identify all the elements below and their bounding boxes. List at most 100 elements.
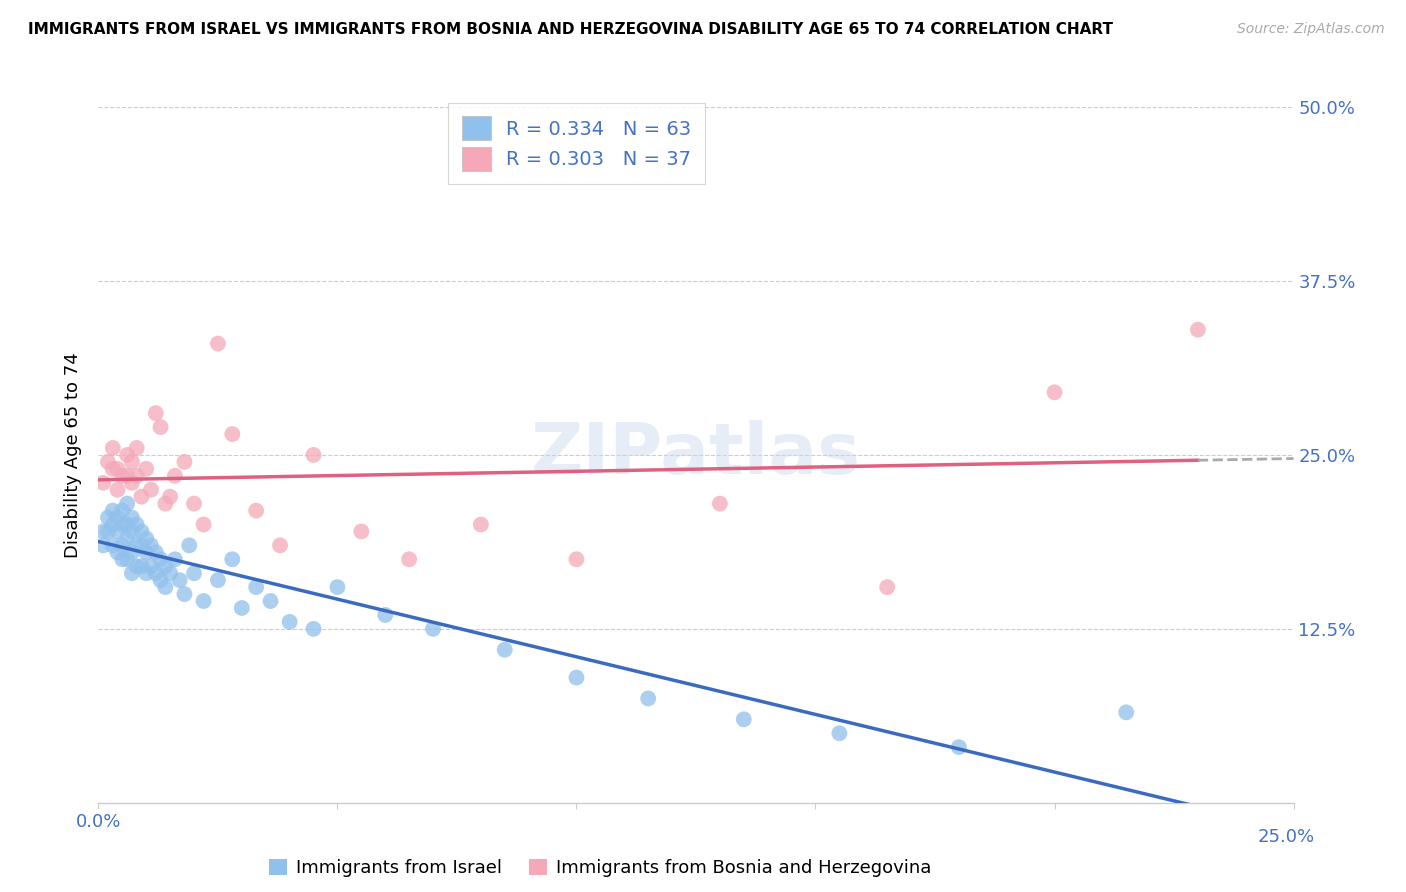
Point: [125, 538, 148, 552]
Point: [149, 573, 172, 587]
Point: [97, 524, 120, 539]
Point: [231, 601, 253, 615]
Point: [121, 475, 143, 490]
Point: [169, 573, 191, 587]
Point: [326, 580, 349, 594]
Point: [97, 455, 120, 469]
Point: [828, 726, 851, 740]
Point: [101, 462, 124, 476]
Legend: Immigrants from Israel, Immigrants from Bosnia and Herzegovina: Immigrants from Israel, Immigrants from …: [262, 852, 939, 884]
Point: [173, 587, 195, 601]
Point: [125, 559, 148, 574]
Point: [135, 545, 157, 559]
Point: [139, 559, 162, 574]
Point: [121, 566, 143, 581]
Point: [121, 455, 143, 469]
Point: [101, 517, 124, 532]
Point: [245, 580, 267, 594]
Point: [374, 607, 396, 622]
Point: [101, 538, 124, 552]
Point: [876, 580, 898, 594]
Point: [139, 483, 162, 497]
Point: [121, 545, 143, 559]
Point: [163, 468, 186, 483]
Point: [135, 532, 157, 546]
Point: [565, 671, 588, 685]
Point: [131, 490, 153, 504]
Point: [302, 448, 325, 462]
Point: [193, 517, 215, 532]
Point: [278, 615, 301, 629]
Y-axis label: Disability Age 65 to 74: Disability Age 65 to 74: [65, 352, 83, 558]
Point: [115, 448, 138, 462]
Point: [115, 517, 138, 532]
Point: [115, 532, 138, 546]
Point: [111, 468, 134, 483]
Point: [125, 468, 148, 483]
Point: [131, 538, 153, 552]
Point: [422, 622, 444, 636]
Point: [107, 524, 129, 539]
Point: [1115, 706, 1137, 720]
Point: [107, 545, 129, 559]
Point: [163, 552, 186, 566]
Point: [173, 455, 195, 469]
Point: [155, 497, 177, 511]
Point: [131, 559, 153, 574]
Point: [125, 441, 148, 455]
Point: [221, 552, 243, 566]
Point: [709, 497, 731, 511]
Point: [179, 538, 201, 552]
Text: ZIPatlas: ZIPatlas: [531, 420, 860, 490]
Point: [183, 497, 205, 511]
Point: [733, 712, 755, 726]
Point: [207, 573, 229, 587]
Point: [207, 336, 229, 351]
Point: [245, 503, 267, 517]
Point: [111, 503, 134, 517]
Point: [135, 462, 157, 476]
Point: [135, 566, 157, 581]
Point: [155, 580, 177, 594]
Point: [193, 594, 215, 608]
Point: [97, 510, 120, 524]
Point: [111, 552, 134, 566]
Point: [115, 468, 138, 483]
Point: [948, 740, 970, 755]
Point: [121, 510, 143, 524]
Point: [259, 594, 281, 608]
Point: [111, 517, 134, 532]
Point: [121, 524, 143, 539]
Point: [350, 524, 373, 539]
Point: [131, 524, 153, 539]
Point: [149, 552, 172, 566]
Point: [183, 566, 205, 581]
Point: [159, 566, 181, 581]
Point: [149, 420, 172, 434]
Point: [145, 406, 167, 420]
Point: [470, 517, 492, 532]
Point: [107, 483, 129, 497]
Point: [398, 552, 420, 566]
Point: [145, 545, 167, 559]
Point: [1043, 385, 1066, 400]
Point: [494, 642, 516, 657]
Point: [125, 517, 148, 532]
Point: [145, 566, 167, 581]
Point: [91, 538, 114, 552]
Point: [107, 462, 129, 476]
Text: Source: ZipAtlas.com: Source: ZipAtlas.com: [1237, 22, 1385, 37]
Text: 25.0%: 25.0%: [1257, 828, 1315, 846]
Point: [107, 510, 129, 524]
Point: [565, 552, 588, 566]
Point: [159, 490, 181, 504]
Point: [115, 552, 138, 566]
Point: [91, 524, 114, 539]
Point: [221, 427, 243, 442]
Point: [101, 441, 124, 455]
Point: [91, 475, 114, 490]
Text: IMMIGRANTS FROM ISRAEL VS IMMIGRANTS FROM BOSNIA AND HERZEGOVINA DISABILITY AGE : IMMIGRANTS FROM ISRAEL VS IMMIGRANTS FRO…: [28, 22, 1114, 37]
Point: [302, 622, 325, 636]
Point: [155, 559, 177, 574]
Point: [269, 538, 291, 552]
